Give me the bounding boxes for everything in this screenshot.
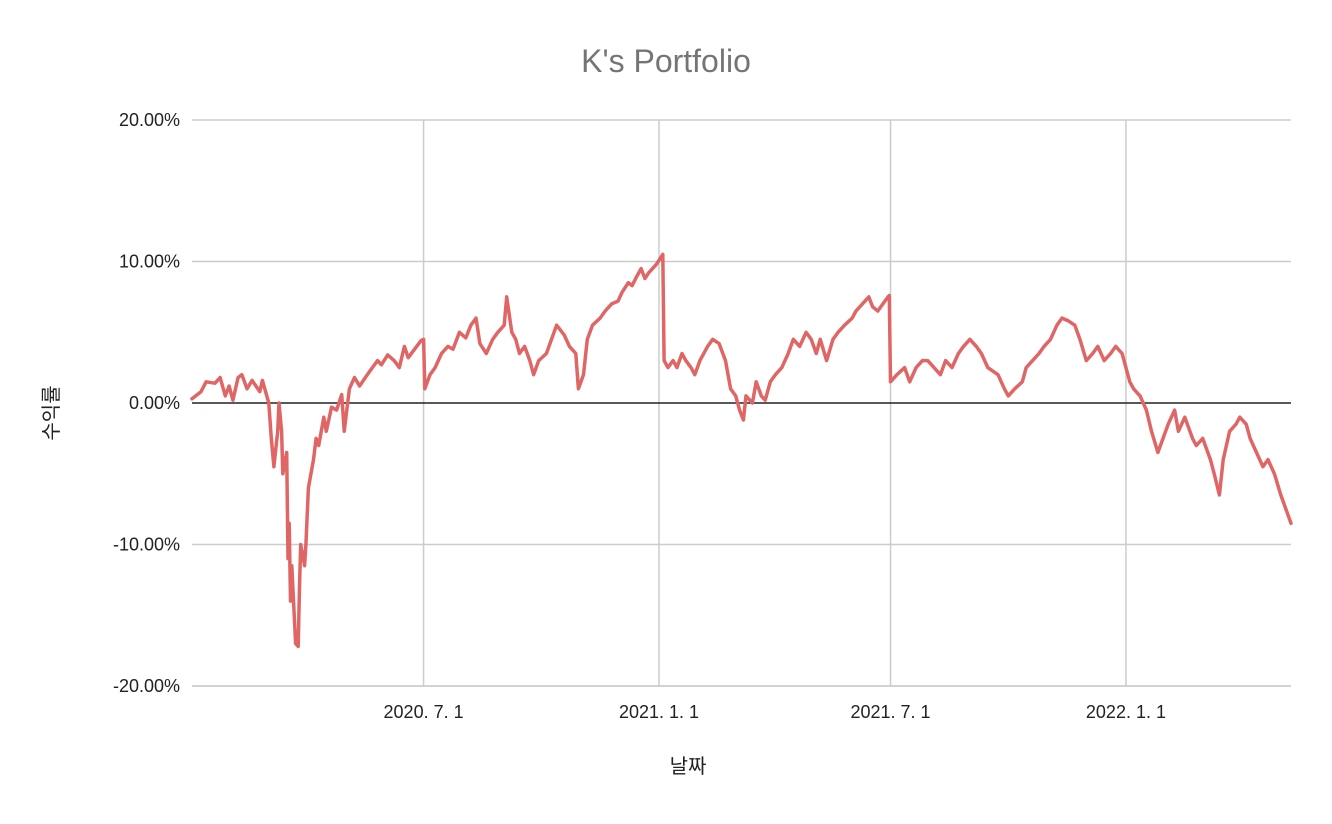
y-tick-label: 0.00%: [129, 393, 180, 413]
x-tick-label: 2021. 1. 1: [619, 702, 699, 722]
x-tick-label: 2020. 7. 1: [384, 702, 464, 722]
chart-title: K's Portfolio: [581, 43, 751, 79]
y-axis-tick-labels: 20.00% 10.00% 0.00% -10.00% -20.00%: [113, 110, 180, 696]
series-layer: [190, 252, 1293, 649]
y-tick-label: 20.00%: [119, 110, 180, 130]
x-axis-tick-labels: 2020. 7. 1 2021. 1. 1 2021. 7. 1 2022. 1. 1: [384, 702, 1166, 722]
series-line-0: [190, 252, 1293, 649]
x-tick-label: 2022. 1. 1: [1086, 702, 1166, 722]
y-tick-label: -20.00%: [113, 676, 180, 696]
y-tick-label: -10.00%: [113, 535, 180, 555]
x-axis-title: 날짜: [670, 755, 707, 778]
y-tick-label: 10.00%: [119, 252, 180, 272]
x-tick-label: 2021. 7. 1: [851, 702, 931, 722]
y-axis-title: 수익률: [40, 385, 63, 440]
